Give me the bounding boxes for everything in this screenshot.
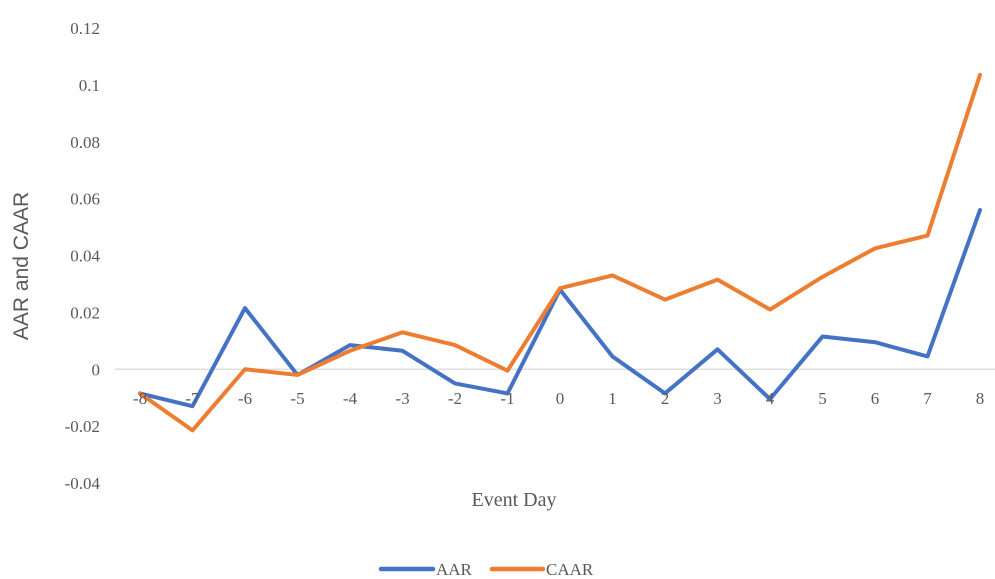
y-tick-label: -0.04 [65,474,101,493]
x-tick-label: -3 [395,389,409,408]
x-tick-label: -7 [185,389,200,408]
x-tick-label: 8 [976,389,985,408]
y-tick-label: 0.06 [70,190,100,209]
x-tick-label: -5 [290,389,304,408]
x-tick-label: 1 [608,389,617,408]
y-tick-label: 0.08 [70,133,100,152]
x-tick-label: 4 [766,389,775,408]
x-tick-label: -1 [500,389,514,408]
x-axis-title: Event Day [472,489,557,511]
series-line-aar [138,208,982,409]
x-tick-label: 7 [923,389,932,408]
x-tick-labels: -8 -7 -6 -5 -4 -3 -2 -1 0 1 2 3 4 5 6 7 8 [133,389,984,408]
y-tick-label: 0.02 [70,303,100,322]
y-tick-label: 0 [92,360,101,379]
y-tick-label: 0.1 [79,76,100,95]
x-tick-label: -8 [133,389,147,408]
legend-label-caar: CAAR [546,560,594,579]
x-tick-label: -2 [448,389,462,408]
legend-label-aar: AAR [436,560,473,579]
y-tick-label: 0.04 [70,247,100,266]
y-tick-label: 0.12 [70,19,100,38]
y-tick-label: -0.02 [65,417,100,436]
legend: AAR CAAR [378,560,594,579]
series-layer [138,72,982,433]
x-tick-label: 3 [713,389,722,408]
x-tick-label: 2 [661,389,670,408]
x-tick-label: 5 [818,389,827,408]
series-line-caar [138,72,982,433]
x-tick-label: -6 [238,389,252,408]
x-tick-label: 6 [871,389,880,408]
y-axis-title: AAR and CAAR [10,192,33,340]
x-tick-label: 0 [556,389,565,408]
x-tick-label: -4 [343,389,358,408]
y-tick-labels: -0.04 -0.02 0 0.02 0.04 0.06 0.08 0.1 0.12 [65,19,101,493]
